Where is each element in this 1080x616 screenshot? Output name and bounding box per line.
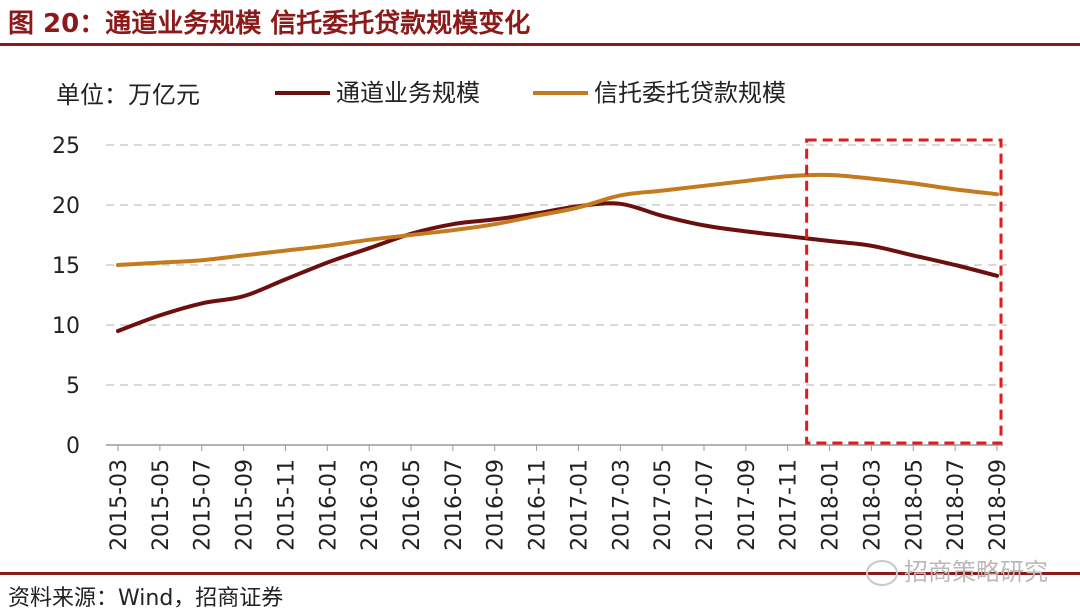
wechat-icon	[866, 560, 898, 586]
x-tick-label: 2018-07	[944, 459, 969, 551]
x-tick-label: 2017-05	[651, 459, 676, 551]
x-axis-ticks: 2015-03 2015-05 2015-07 2015-09 2015-11 2016-…	[107, 459, 1011, 551]
x-tick-label: 2015-07	[191, 459, 216, 551]
x-tick-label: 2018-09	[986, 459, 1011, 551]
x-tick-label: 2018-01	[819, 459, 844, 551]
x-tick-label: 2016-01	[316, 459, 341, 551]
x-tick-label: 2018-03	[860, 459, 885, 551]
x-tick-label: 2015-09	[233, 459, 258, 551]
highlight-box	[805, 138, 1003, 445]
title-rule	[0, 43, 1080, 46]
legend-label-series-1: 通道业务规模	[336, 79, 480, 107]
x-tick-label: 2018-05	[902, 459, 927, 551]
x-tick-label: 2016-05	[400, 459, 425, 551]
gridlines	[106, 144, 1007, 451]
y-tick-label: 0	[66, 434, 80, 459]
x-tick-label: 2017-09	[735, 459, 760, 551]
legend-label-series-2: 信托委托贷款规模	[594, 79, 786, 107]
x-tick-label: 2017-07	[693, 459, 718, 551]
y-tick-label: 20	[52, 194, 80, 219]
y-tick-label: 25	[52, 134, 80, 159]
series-line-2	[116, 172, 999, 267]
watermark-text: 招商策略研究	[904, 558, 1048, 586]
unit-label: 单位：万亿元	[56, 81, 200, 109]
series-line-1	[116, 201, 999, 333]
source-note: 资料来源：Wind，招商证券	[8, 586, 284, 611]
x-tick-label: 2015-11	[274, 459, 299, 551]
footer-rule	[0, 572, 1080, 575]
y-tick-label: 10	[52, 314, 80, 339]
y-axis-ticks: 0 5 10 15 20 25	[52, 134, 80, 459]
x-tick-label: 2017-03	[609, 459, 634, 551]
x-tick-label: 2015-05	[149, 459, 174, 551]
x-tick-label: 2015-03	[107, 459, 132, 551]
y-tick-label: 15	[52, 254, 80, 279]
x-tick-label: 2016-11	[526, 459, 551, 551]
series-lines	[116, 172, 999, 333]
x-tick-label: 2016-07	[442, 459, 467, 551]
x-tick-label: 2016-03	[358, 459, 383, 551]
y-tick-label: 5	[66, 374, 80, 399]
x-tick-label: 2016-09	[484, 459, 509, 551]
x-tick-label: 2017-11	[777, 459, 802, 551]
watermark: 招商策略研究	[866, 552, 1048, 587]
x-tick-label: 2017-01	[567, 459, 592, 551]
chart-title: 图 20：通道业务规模 信托委托贷款规模变化	[8, 9, 531, 39]
